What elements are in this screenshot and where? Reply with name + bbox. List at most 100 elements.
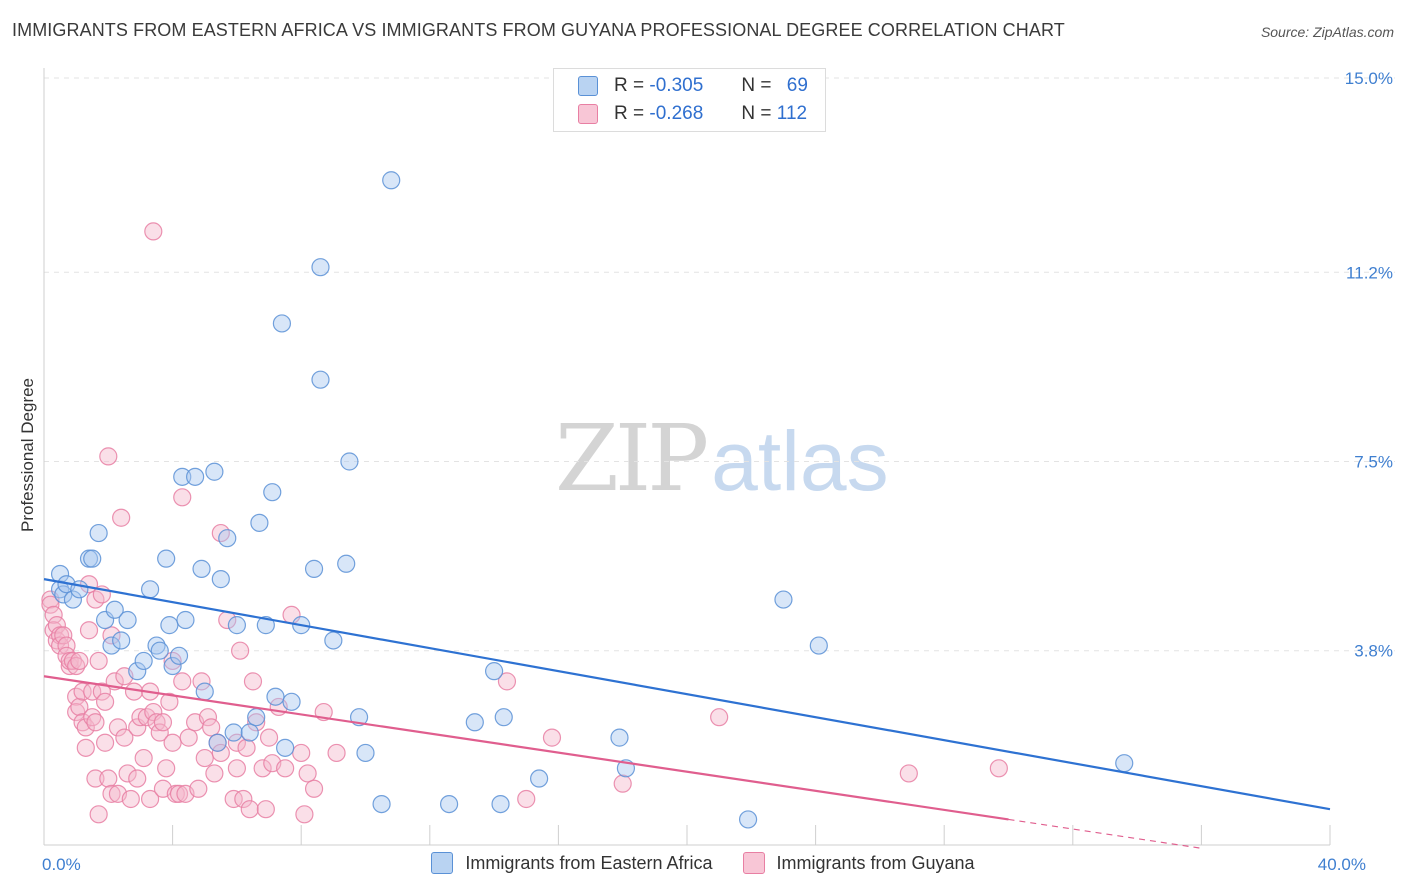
data-point-eastern-africa <box>272 314 292 333</box>
data-point-eastern-africa <box>118 610 137 630</box>
data-point-eastern-africa <box>205 462 224 481</box>
data-point-guyana <box>160 692 179 711</box>
data-point-eastern-africa <box>337 554 356 573</box>
data-point-eastern-africa <box>324 631 343 650</box>
data-point-guyana <box>989 759 1008 778</box>
data-point-guyana <box>173 672 192 691</box>
data-point-guyana <box>128 769 147 788</box>
data-point-guyana <box>710 708 729 727</box>
data-point-guyana <box>79 621 99 640</box>
data-point-eastern-africa <box>105 600 124 619</box>
trend-line-guyana-extension <box>1008 818 1201 849</box>
legend-row-eastern-africa: R = -0.305 N = 69 <box>578 74 808 98</box>
watermark: ZIPatlas <box>555 405 889 512</box>
data-point-guyana <box>327 743 346 763</box>
data-point-guyana <box>240 800 259 819</box>
data-point-guyana <box>173 488 192 507</box>
trend-lines <box>43 578 1331 849</box>
data-point-eastern-africa <box>173 467 192 486</box>
legend-swatch-blue <box>578 76 598 96</box>
data-point-eastern-africa <box>738 810 758 829</box>
legend-swatch-pink <box>578 104 598 124</box>
data-point-guyana <box>70 697 89 717</box>
data-point-eastern-africa <box>372 794 391 814</box>
data-point-eastern-africa <box>208 733 227 752</box>
data-point-guyana <box>102 784 121 803</box>
data-point-guyana <box>47 616 66 635</box>
data-point-eastern-africa <box>89 523 108 543</box>
data-point-eastern-africa <box>211 570 230 589</box>
data-point-eastern-africa <box>356 743 375 763</box>
data-point-eastern-africa <box>491 794 510 814</box>
data-point-guyana <box>102 626 121 645</box>
data-point-eastern-africa <box>263 483 282 502</box>
data-point-guyana <box>304 779 324 798</box>
data-point-eastern-africa <box>195 682 214 701</box>
data-point-guyana <box>76 718 95 737</box>
data-point-eastern-africa <box>157 549 176 568</box>
watermark-atlas: atlas <box>711 414 889 508</box>
data-point-guyana <box>179 728 198 747</box>
data-point-eastern-africa <box>240 723 259 742</box>
data-point-eastern-africa <box>83 549 102 568</box>
legend-swatch-pink <box>742 852 765 874</box>
data-point-eastern-africa <box>439 794 459 814</box>
legend-item-guyana: Immigrants from Guyana <box>742 852 975 874</box>
data-point-eastern-africa <box>282 692 301 711</box>
data-point-eastern-africa <box>134 651 153 671</box>
data-point-guyana <box>67 656 86 676</box>
data-point-guyana <box>44 605 63 625</box>
data-point-guyana <box>89 651 108 671</box>
data-point-eastern-africa <box>192 559 211 578</box>
data-point-guyana <box>227 733 246 752</box>
legend-label-eastern-africa: Immigrants from Eastern Africa <box>465 852 713 873</box>
data-point-eastern-africa <box>774 590 793 609</box>
data-point-eastern-africa <box>169 646 189 665</box>
data-point-eastern-africa <box>128 662 147 681</box>
data-point-guyana <box>295 805 314 824</box>
data-point-eastern-africa <box>218 529 237 548</box>
data-point-guyana <box>95 733 115 752</box>
data-point-guyana <box>73 713 92 732</box>
data-point-eastern-africa <box>276 738 295 757</box>
data-point-eastern-africa <box>382 171 401 190</box>
data-point-eastern-africa <box>809 636 828 655</box>
data-point-guyana <box>144 222 163 241</box>
data-point-guyana <box>134 748 153 768</box>
x-tick-label: 0.0% <box>42 855 81 874</box>
data-point-guyana <box>70 651 89 671</box>
y-tick-label: 15.0% <box>1345 69 1393 88</box>
data-point-guyana <box>86 769 105 788</box>
data-point-eastern-africa <box>247 708 266 727</box>
data-point-guyana <box>189 779 208 798</box>
data-point-guyana <box>224 789 243 809</box>
data-point-eastern-africa <box>163 656 182 676</box>
data-point-eastern-africa <box>494 708 513 727</box>
data-point-guyana <box>108 718 128 737</box>
data-point-eastern-africa <box>465 713 484 732</box>
data-point-eastern-africa <box>54 585 73 604</box>
data-point-guyana <box>163 733 182 752</box>
watermark-zip: ZIP <box>555 405 709 512</box>
data-point-guyana <box>57 636 76 655</box>
data-point-guyana <box>86 713 105 732</box>
data-point-guyana <box>231 641 250 660</box>
series-guyana <box>41 222 1008 824</box>
data-point-guyana <box>192 672 211 691</box>
legend-r-value: -0.305 <box>649 75 704 96</box>
data-point-eastern-africa <box>102 636 121 655</box>
data-point-eastern-africa <box>304 559 324 578</box>
data-point-eastern-africa <box>266 687 285 706</box>
y-tick-label: 7.5% <box>1354 453 1393 472</box>
data-point-guyana <box>517 789 536 809</box>
legend-n-label: N = <box>741 103 772 124</box>
data-point-guyana <box>153 713 173 732</box>
legend-swatch-blue <box>431 852 454 874</box>
data-point-guyana <box>169 784 189 803</box>
data-point-guyana <box>542 728 562 747</box>
trend-line-guyana <box>43 675 1009 821</box>
data-point-guyana <box>54 626 73 645</box>
data-point-guyana <box>256 800 275 819</box>
trend-line-eastern-africa <box>43 578 1331 811</box>
